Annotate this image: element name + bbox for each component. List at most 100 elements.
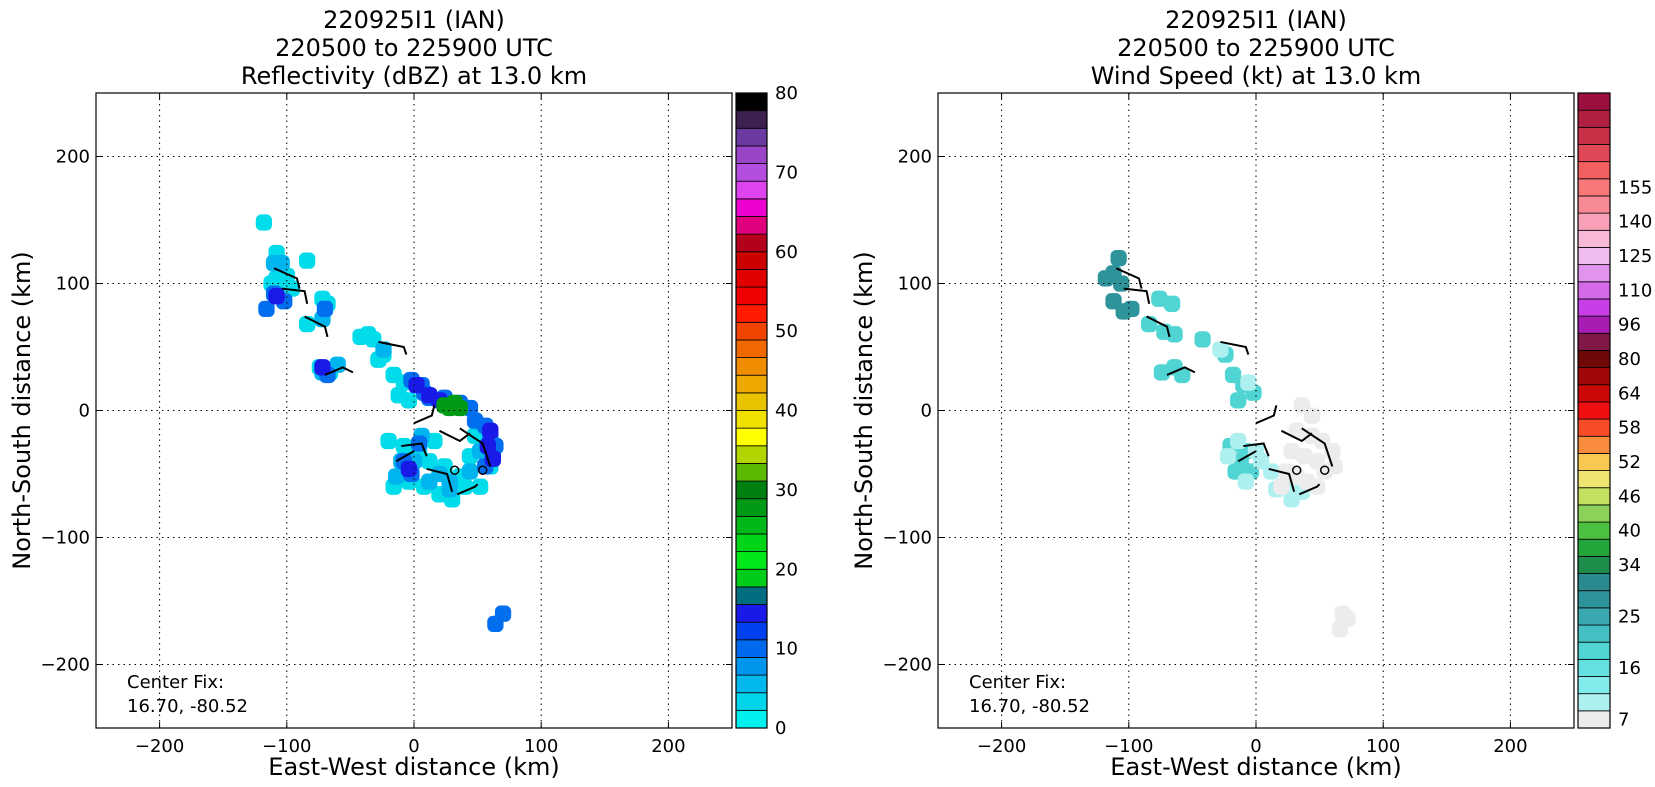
chart-title-line: 220925I1 (IAN) [1165,6,1347,34]
echo-cell [1283,491,1300,508]
colorbar-band [735,463,768,482]
colorbar-band [735,374,768,394]
colorbar-tick-label: 30 [775,480,798,501]
echo-cell [1331,620,1349,638]
colorbar-band [735,251,768,270]
colorbar-band [735,339,768,358]
colorbar-band [735,480,768,500]
echo-cell [1303,407,1321,424]
colorbar-tick-label: 140 [1618,212,1652,233]
x-tick-label: 100 [524,736,558,757]
echo-cell [479,437,496,455]
echo-cell [1296,448,1313,465]
wind-barbs [273,267,492,496]
echo-cell [466,412,484,429]
y-tick-label: 200 [56,147,90,168]
colorbar-band [735,551,768,570]
wind-barb [1123,287,1151,305]
x-tick-label: 200 [1493,736,1527,757]
x-axis-label: East-West distance (km) [268,753,559,781]
colorbar-band [735,268,768,288]
echo-cell [1219,448,1237,465]
colorbar-band [1577,247,1611,266]
colorbar-band [1577,555,1611,574]
echo-cell [1113,275,1130,292]
colorbar-band [735,692,768,711]
x-tick-label: 0 [1250,736,1261,757]
colorbar-band [735,674,768,694]
echo-field-0 [255,214,499,508]
colorbar-tick-label: 7 [1618,709,1629,730]
echo-cell [283,280,301,297]
center-fix-text: Center Fix: [127,672,224,693]
colorbar-tick-label: 64 [1618,383,1641,404]
wind-barb [1280,429,1313,443]
center-fix-text: 16.70, -80.52 [127,696,248,717]
wind-barb [1166,366,1196,376]
reflectivity-panel: −200 −100 0 100 200−200−1000100200East-West … [8,6,798,781]
colorbar-band [735,515,768,535]
colorbar-band [735,392,768,411]
wind-barbs [1115,267,1334,496]
colorbar-band [1577,126,1611,145]
echo-cell [1151,290,1168,307]
echo-field-3 [1273,397,1356,638]
echo-cell [436,397,453,414]
colorbar-tick-label: 25 [1618,606,1641,627]
y-tick-label: 0 [921,401,932,422]
echo-cell [258,300,275,318]
colorbar-band [1577,607,1611,626]
colorbar-tick-label: 40 [1618,521,1641,542]
y-tick-label: 200 [898,147,932,168]
colorbar-tick-label: 0 [775,718,786,739]
chart-title-line: Wind Speed (kt) at 13.0 km [1091,62,1422,90]
colorbar-band [1577,676,1611,695]
colorbar-band [1577,144,1611,163]
colorbar-band [1577,178,1611,197]
echo-field-4 [436,394,468,417]
x-tick-label: 200 [651,736,685,757]
colorbar-band [1577,418,1611,437]
colorbar-band [735,639,768,658]
echo-cell [1240,374,1257,391]
colorbar-band [1577,453,1611,471]
echo-cell [1166,326,1183,343]
colorbar-frame [1577,92,1611,729]
colorbar-band [1577,315,1611,334]
echo-cell [472,478,489,495]
colorbar-band [1577,710,1611,729]
y-tick-label: 100 [898,274,932,295]
colorbar-band [1577,487,1611,506]
colorbar-band [735,657,768,676]
colorbar-tick-label: 20 [775,559,798,580]
colorbar-band [1577,92,1611,111]
colorbar-band [1577,161,1611,180]
y-tick-label: −200 [41,655,90,676]
calm-circle [1291,465,1302,475]
center-fix-text: Center Fix: [969,672,1066,693]
colorbar-tick-label: 80 [775,83,798,104]
colorbar-tick-label: 60 [775,242,798,263]
colorbar-band [735,216,768,235]
echo-cell [461,463,479,480]
colorbar-band [735,321,768,341]
echo-cell [1194,331,1211,348]
colorbar-tick-label: 80 [1618,349,1641,370]
wind-barb [378,340,408,355]
echo-cell [426,432,443,450]
echo-cell [1230,392,1247,409]
calm-circle [1319,465,1330,475]
echo-cell [316,300,334,318]
wind-barb [1255,405,1278,425]
colorbar-tick-label: 125 [1618,246,1652,267]
colorbar-tick-label: 155 [1618,177,1652,198]
wind-barb [456,483,479,496]
colorbar-tick-label: 58 [1618,418,1641,439]
y-tick-label: −100 [883,528,932,549]
colorbar-band [1577,367,1611,386]
echo-cell [400,392,418,409]
colorbar-band [735,180,768,200]
wind-barb [1298,483,1321,496]
wind-barb [1243,442,1270,457]
